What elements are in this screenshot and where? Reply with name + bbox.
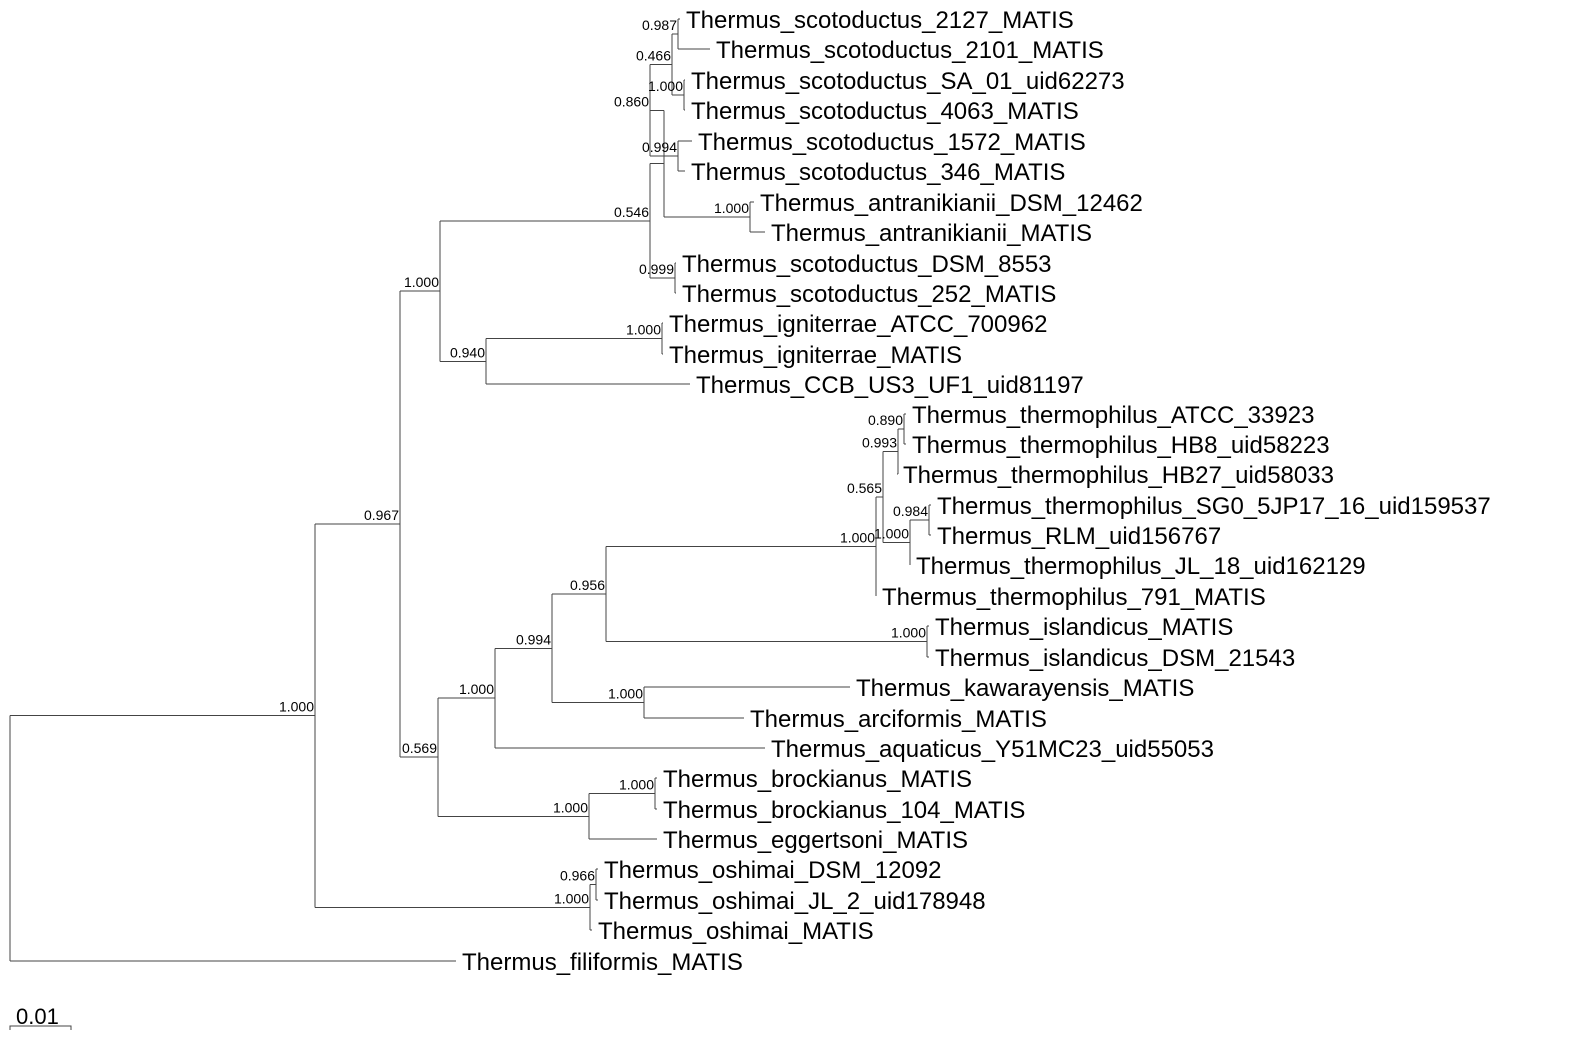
support-value-antranikianii: 1.000: [714, 200, 749, 216]
leaf-label: Thermus_thermophilus_ATCC_33923: [912, 402, 1314, 429]
leaf-labels: Thermus_scotoductus_2127_MATIS Thermus_sc…: [462, 7, 1491, 976]
support-value-ingroup: 1.000: [279, 699, 314, 715]
support-value-scot_8553_252: 0.999: [639, 261, 674, 277]
support-value-thermo_kawar_clade: 0.994: [516, 631, 551, 647]
support-value-scot_2127_2101: 0.987: [642, 17, 677, 33]
support-value-thermo_isl_clade: 0.956: [570, 577, 605, 593]
leaf-label: Thermus_antranikianii_DSM_12462: [760, 190, 1143, 217]
leaf-label: Thermus_arciformis_MATIS: [750, 706, 1047, 733]
support-value-igniterrae: 1.000: [626, 322, 661, 338]
leaf-label: Thermus_scotoductus_4063_MATIS: [691, 98, 1079, 125]
leaf-label: Thermus_antranikianii_MATIS: [771, 220, 1092, 247]
support-value-scot_ign_clade: 1.000: [404, 274, 439, 290]
leaf-label: Thermus_oshimai_MATIS: [598, 918, 874, 945]
leaf-label: Thermus_aquaticus_Y51MC23_uid55053: [771, 736, 1214, 763]
support-value-scot_6clade: 0.860: [614, 93, 649, 109]
leaf-label: Thermus_brockianus_MATIS: [663, 766, 972, 793]
leaf-label: Thermus_RLM_uid156767: [937, 523, 1221, 550]
support-value-thermo_hb27_clade: 0.993: [862, 435, 897, 451]
leaf-label: Thermus_scotoductus_DSM_8553: [682, 251, 1052, 278]
scale-bar-label: 0.01: [16, 1004, 59, 1029]
support-value-thermo_inner: 0.565: [847, 480, 882, 496]
support-value-oshimai: 1.000: [554, 890, 589, 906]
support-value-aquaticus_clade: 1.000: [459, 681, 494, 697]
support-value-brock_egg: 1.000: [553, 799, 588, 815]
leaf-label: Thermus_filiformis_MATIS: [462, 949, 743, 976]
leaf-label: Thermus_scotoductus_2101_MATIS: [716, 37, 1104, 64]
scale-bar-line: [9, 1025, 72, 1030]
leaf-label: Thermus_scotoductus_252_MATIS: [682, 281, 1056, 308]
support-value-thermo_sg0_rlm: 0.984: [893, 503, 928, 519]
tree-branches: [9, 18, 931, 962]
support-value-scot_1572_346: 0.994: [642, 139, 677, 155]
leaf-label: Thermus_thermophilus_HB8_uid58223: [912, 432, 1330, 459]
support-value-big_clade: 0.967: [364, 507, 399, 523]
support-value-islandicus: 1.000: [891, 625, 926, 641]
leaf-label: Thermus_igniterrae_MATIS: [669, 342, 962, 369]
support-values: 0.9871.0000.4660.9940.8601.0000.9990.546…: [279, 17, 928, 906]
leaf-label: Thermus_oshimai_JL_2_uid178948: [604, 888, 986, 915]
support-value-scot_sa01_4063: 1.000: [648, 78, 683, 94]
leaf-label: Thermus_scotoductus_SA_01_uid62273: [691, 68, 1125, 95]
support-value-thermo_jl18_clade: 1.000: [874, 526, 909, 542]
leaf-label: Thermus_scotoductus_1572_MATIS: [698, 129, 1086, 156]
leaf-label: Thermus_kawarayensis_MATIS: [856, 675, 1194, 702]
support-value-igniterrae_ccb: 0.940: [450, 344, 485, 360]
support-value-brockianus: 1.000: [619, 777, 654, 793]
support-value-therm_brock_clade: 0.569: [402, 740, 437, 756]
leaf-label: Thermus_thermophilus_HB27_uid58033: [903, 462, 1334, 489]
leaf-label: Thermus_thermophilus_SG0_5JP17_16_uid159…: [937, 493, 1491, 520]
leaf-label: Thermus_islandicus_DSM_21543: [935, 645, 1295, 672]
leaf-label: Thermus_oshimai_DSM_12092: [604, 857, 942, 884]
leaf-label: Thermus_thermophilus_791_MATIS: [882, 584, 1266, 611]
support-value-scot_4clade: 0.466: [636, 48, 671, 64]
scale-bar: 0.01: [9, 1004, 72, 1030]
support-value-oshimai_inner: 0.966: [560, 868, 595, 884]
support-value-thermo_atcc_hb8: 0.890: [868, 412, 903, 428]
leaf-label: Thermus_islandicus_MATIS: [935, 614, 1233, 641]
leaf-label: Thermus_brockianus_104_MATIS: [663, 797, 1025, 824]
support-value-scot_antr_clade: 0.546: [614, 204, 649, 220]
leaf-label: Thermus_CCB_US3_UF1_uid81197: [696, 372, 1084, 399]
support-value-thermo_clade: 1.000: [840, 530, 875, 546]
leaf-label: Thermus_igniterrae_ATCC_700962: [669, 311, 1047, 338]
leaf-label: Thermus_scotoductus_346_MATIS: [691, 159, 1065, 186]
leaf-label: Thermus_thermophilus_JL_18_uid162129: [916, 553, 1366, 580]
leaf-label: Thermus_scotoductus_2127_MATIS: [686, 7, 1074, 34]
leaf-label: Thermus_eggertsoni_MATIS: [663, 827, 968, 854]
support-value-kawar_arci: 1.000: [608, 686, 643, 702]
